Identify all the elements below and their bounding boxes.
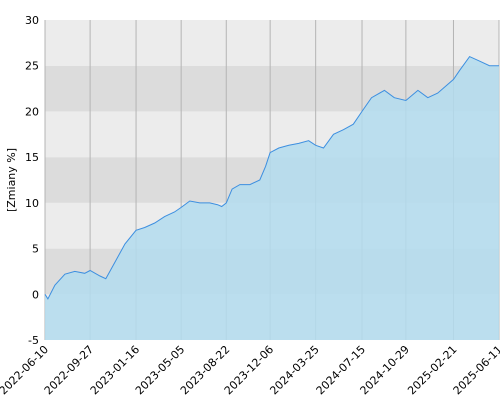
y-tick-label: 20 (25, 105, 39, 118)
y-tick-label: 10 (25, 197, 39, 210)
y-tick-label: -5 (28, 334, 39, 347)
y-tick-label: 25 (25, 60, 39, 73)
y-axis-label: [Zmiany %] (5, 148, 18, 212)
y-tick-label: 0 (32, 288, 39, 301)
y-tick-label: 15 (25, 151, 39, 164)
area-line (44, 55, 499, 300)
y-tick-label: 30 (25, 14, 39, 27)
area-fill (45, 56, 499, 340)
grid-band (45, 20, 499, 66)
y-tick-label: 5 (32, 243, 39, 256)
